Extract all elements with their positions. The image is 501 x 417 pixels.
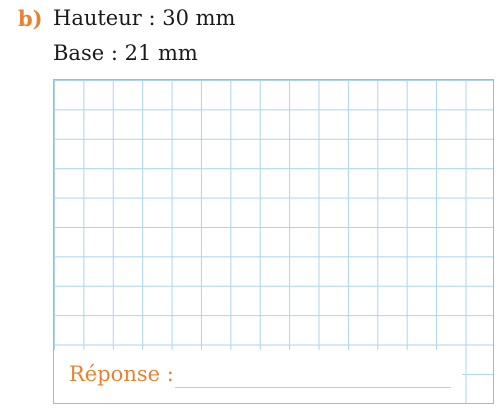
exercise-label: b) <box>18 6 43 31</box>
grid-drawing-area[interactable] <box>53 79 494 404</box>
answer-box: Réponse : <box>53 350 462 404</box>
height-text: Hauteur : 30 mm <box>53 6 236 30</box>
answer-input-line[interactable] <box>175 387 451 388</box>
base-text: Base : 21 mm <box>53 41 198 65</box>
answer-label: Réponse : <box>69 362 174 386</box>
